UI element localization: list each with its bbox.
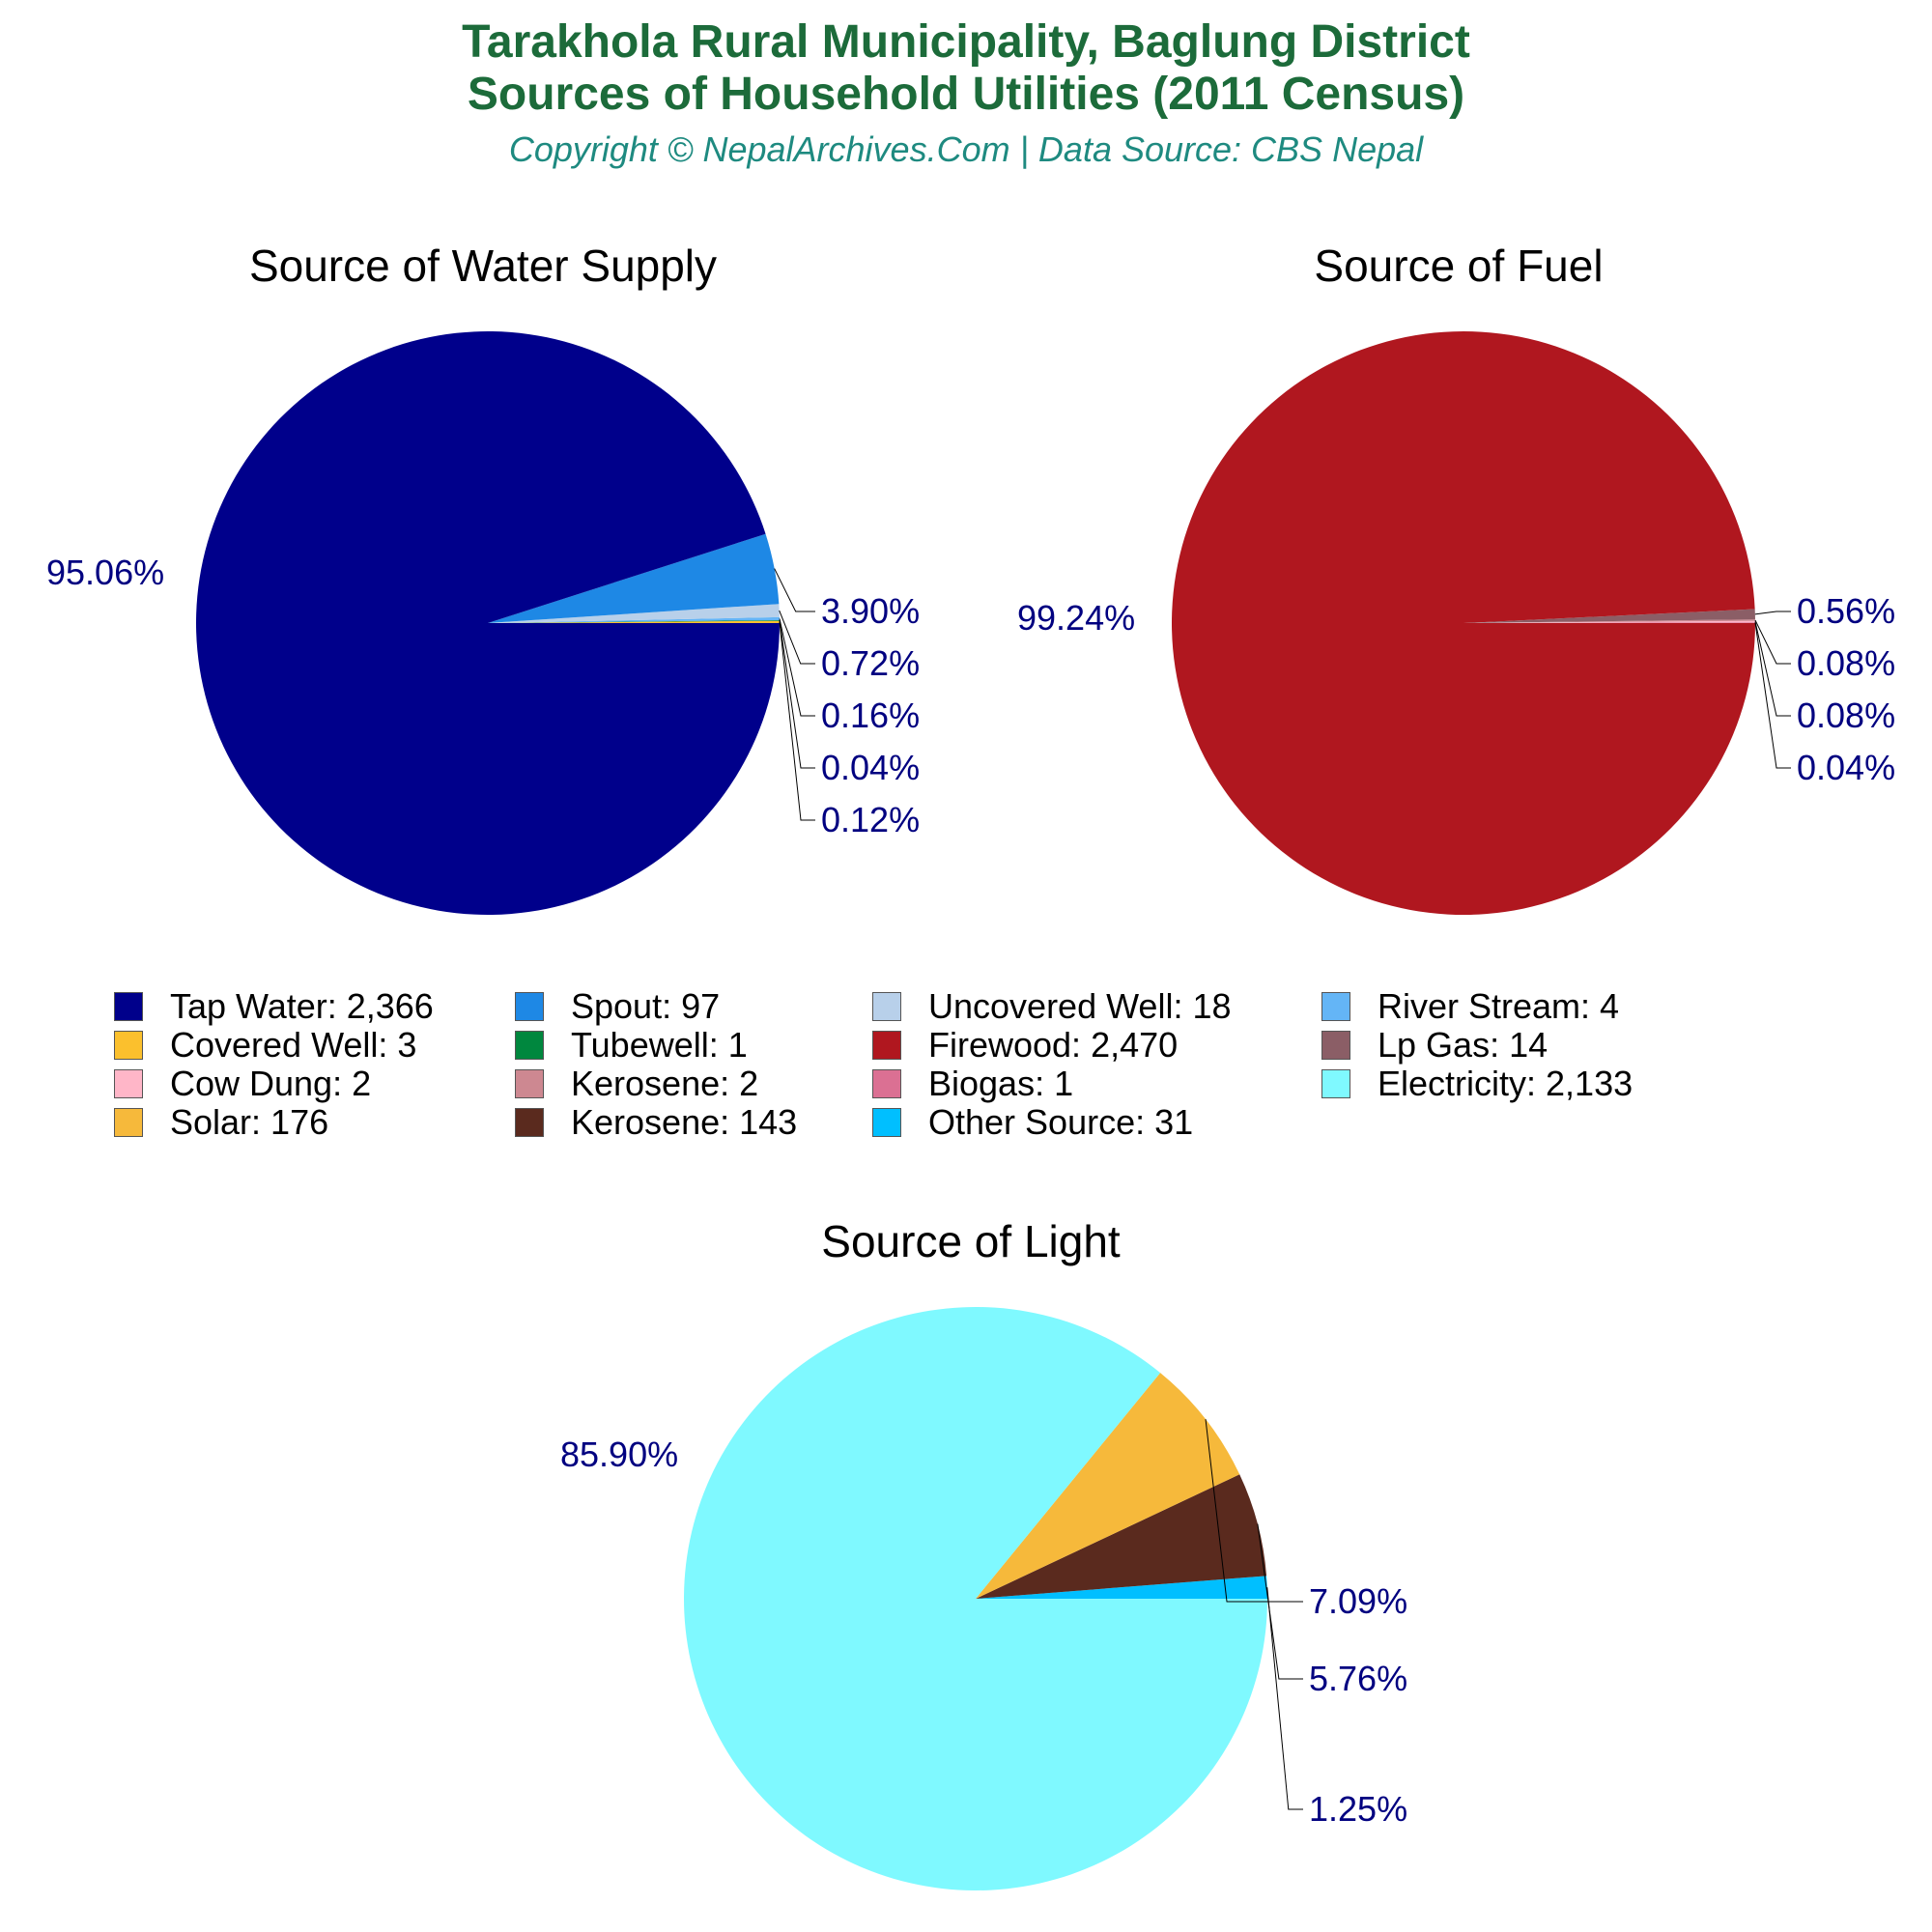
- legend-label: Biogas: 1: [928, 1064, 1074, 1103]
- water-label-spout: 3.90%: [821, 591, 920, 631]
- legend-label: Covered Well: 3: [170, 1025, 417, 1065]
- legend-swatch: [114, 1108, 143, 1137]
- water-label-covered-well: 0.12%: [821, 800, 920, 839]
- legend-label: Other Source: 31: [928, 1102, 1194, 1142]
- water-slice-uncovered-well: [488, 604, 780, 623]
- fuel-label-kerosene: 0.08%: [1797, 643, 1895, 683]
- fuel-label-biogas: 0.04%: [1797, 748, 1895, 787]
- legend-swatch: [1321, 992, 1350, 1021]
- light-label-solar: 7.09%: [1309, 1581, 1407, 1621]
- legend-swatch: [1321, 1031, 1350, 1060]
- legend-swatch: [872, 1069, 901, 1098]
- page-subtitle: Copyright © NepalArchives.Com | Data Sou…: [508, 129, 1424, 169]
- light-slice-kerosene: [976, 1474, 1267, 1599]
- legend-item-river-stream: River Stream: 4: [1321, 986, 1620, 1026]
- legend-swatch: [515, 1031, 544, 1060]
- water-slice-tap-water: [195, 331, 780, 916]
- legend-swatch: [872, 992, 901, 1021]
- legend-label: Kerosene: 2: [571, 1064, 759, 1103]
- legend-item-lp-gas: Lp Gas: 14: [1321, 1025, 1548, 1065]
- light-label-kerosene: 5.76%: [1309, 1659, 1407, 1698]
- legend-swatch: [515, 1069, 544, 1098]
- legend-swatch: [114, 1069, 143, 1098]
- water-label-tubewell: 0.04%: [821, 748, 920, 787]
- legend-swatch: [515, 992, 544, 1021]
- light-leader-other-source: [1266, 1587, 1303, 1810]
- water-leader-river-stream: [779, 618, 815, 717]
- legend-item-electricity: Electricity: 2,133: [1321, 1064, 1634, 1103]
- light-chart-title: Source of Light: [821, 1216, 1121, 1266]
- water-leader-tubewell: [779, 620, 815, 769]
- legend-label: Spout: 97: [571, 986, 721, 1026]
- fuel-leader-cow-dung: [1754, 621, 1791, 717]
- light-slice-electricity: [684, 1307, 1267, 1890]
- fuel-slice-biogas: [1463, 622, 1755, 623]
- water-leader-uncovered-well: [779, 610, 815, 665]
- legend-item-spout: Spout: 97: [515, 986, 721, 1026]
- light-pie: 1.25% 5.76% 7.09% 85.90%: [560, 1307, 1407, 1890]
- fuel-label-cow-dung: 0.08%: [1797, 696, 1895, 735]
- legend-swatch: [515, 1108, 544, 1137]
- legend-item-firewood: Firewood: 2,470: [872, 1025, 1179, 1065]
- water-slice-covered-well: [488, 620, 780, 623]
- legend-item-cow-dung: Cow Dung: 2: [114, 1064, 372, 1103]
- legend-item-tubewell: Tubewell: 1: [515, 1025, 748, 1065]
- water-slice-spout: [488, 533, 780, 623]
- legend-item-uncovered-well: Uncovered Well: 18: [872, 986, 1232, 1026]
- legend-swatch: [872, 1031, 901, 1060]
- fuel-chart-title: Source of Fuel: [1314, 241, 1604, 291]
- fuel-slice-cow-dung: [1463, 620, 1755, 623]
- legend-item-biogas: Biogas: 1: [872, 1064, 1074, 1103]
- fuel-slice-lp-gas: [1463, 609, 1755, 623]
- legend: Tap Water: 2,366 Spout: 97 Uncovered Well:…: [114, 986, 1814, 1161]
- legend-swatch: [114, 1031, 143, 1060]
- legend-label: Tap Water: 2,366: [170, 986, 434, 1026]
- water-label-uncovered-well: 0.72%: [821, 643, 920, 683]
- legend-label: Electricity: 2,133: [1378, 1064, 1634, 1103]
- legend-label: Lp Gas: 14: [1378, 1025, 1548, 1065]
- page-title-line-1: Tarakhola Rural Municipality, Baglung Di…: [462, 16, 1470, 68]
- legend-label: River Stream: 4: [1378, 986, 1620, 1026]
- legend-item-tap-water: Tap Water: 2,366: [114, 986, 434, 1026]
- legend-item-kerosene: Kerosene: 2: [515, 1064, 759, 1103]
- light-leader-solar: [1205, 1419, 1303, 1603]
- water-label-tap-water: 95.06%: [46, 553, 164, 592]
- water-leader-spout: [774, 568, 815, 612]
- legend-label: Firewood: 2,470: [928, 1025, 1179, 1065]
- legend-label: Kerosene: 143: [571, 1102, 798, 1142]
- fuel-leader-lp-gas: [1754, 611, 1791, 615]
- legend-item-kerosene: Kerosene: 143: [515, 1102, 798, 1142]
- legend-swatch: [872, 1108, 901, 1137]
- water-slice-river-stream: [488, 616, 780, 623]
- fuel-label-firewood: 99.24%: [1017, 598, 1135, 638]
- light-leader-kerosene: [1257, 1523, 1303, 1680]
- legend-label: Uncovered Well: 18: [928, 986, 1232, 1026]
- legend-item-covered-well: Covered Well: 3: [114, 1025, 417, 1065]
- page-title-line-2: Sources of Household Utilities (2011 Cen…: [467, 69, 1465, 120]
- legend-item-other-source: Other Source: 31: [872, 1102, 1194, 1142]
- light-label-other-source: 1.25%: [1309, 1789, 1407, 1829]
- fuel-label-lp-gas: 0.56%: [1797, 591, 1895, 631]
- legend-swatch: [1321, 1069, 1350, 1098]
- light-label-electricity: 85.90%: [560, 1435, 678, 1474]
- legend-label: Solar: 176: [170, 1102, 329, 1142]
- fuel-leader-biogas: [1754, 622, 1791, 769]
- light-slice-solar: [976, 1373, 1240, 1599]
- fuel-leader-kerosene: [1754, 619, 1791, 665]
- legend-item-solar: Solar: 176: [114, 1102, 329, 1142]
- legend-label: Cow Dung: 2: [170, 1064, 372, 1103]
- light-slice-other-source: [976, 1576, 1267, 1599]
- legend-swatch: [114, 992, 143, 1021]
- fuel-slice-kerosene: [1463, 619, 1755, 623]
- water-pie: 0.12% 0.04% 0.16% 0.72% 3.90% 95.06%: [46, 331, 920, 916]
- water-leader-covered-well: [779, 621, 815, 821]
- fuel-pie: 0.04% 0.08% 0.08% 0.56% 99.24%: [1017, 331, 1895, 916]
- fuel-slice-firewood: [1172, 331, 1755, 916]
- legend-label: Tubewell: 1: [571, 1025, 748, 1065]
- water-label-river-stream: 0.16%: [821, 696, 920, 735]
- water-slice-tubewell: [488, 619, 780, 623]
- water-chart-title: Source of Water Supply: [248, 241, 718, 291]
